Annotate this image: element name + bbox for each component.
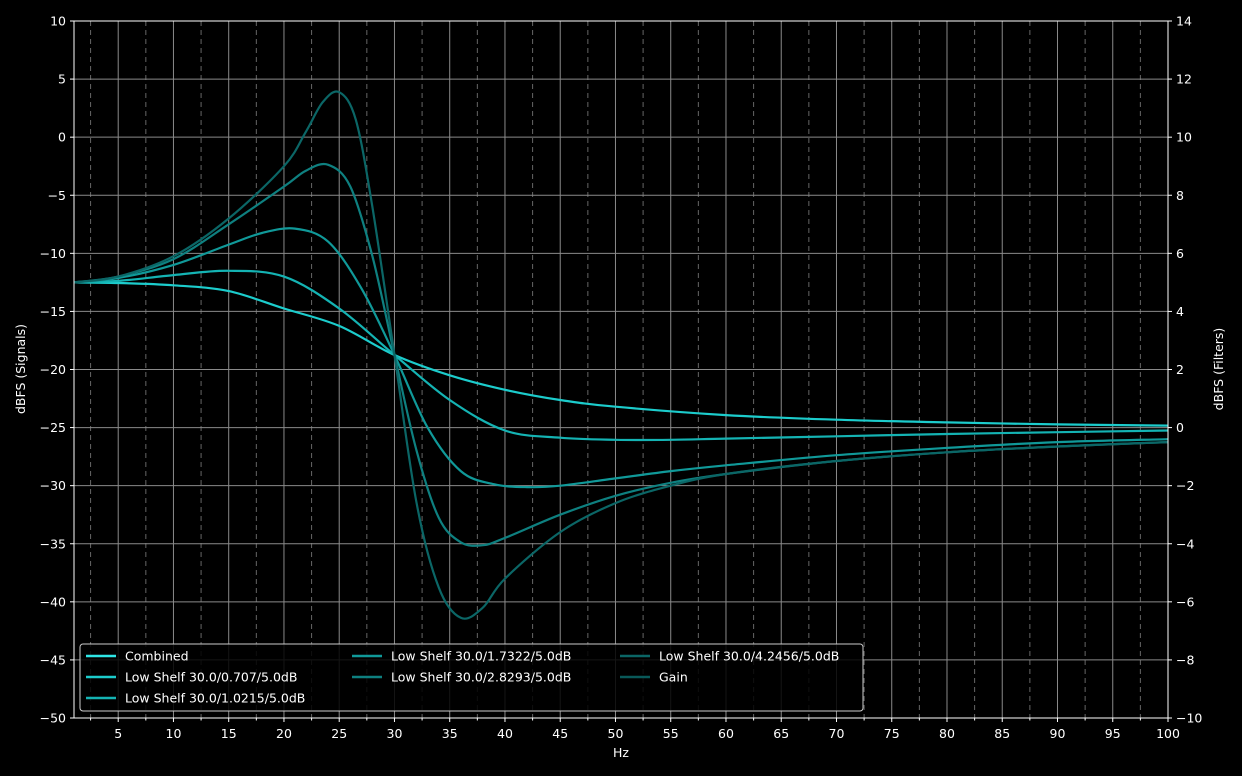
- x-tick-label: 95: [1105, 726, 1121, 741]
- y-right-tick-label: 14: [1176, 14, 1192, 29]
- series-line: [73, 281, 1169, 427]
- y-right-tick-label: 8: [1176, 188, 1184, 203]
- y-left-tick-label: 5: [58, 72, 66, 87]
- x-tick-label: 20: [276, 726, 292, 741]
- y-right-tick-label: 6: [1176, 246, 1184, 261]
- y-left-tick-label: −30: [40, 478, 66, 493]
- y-left-tick-label: −5: [48, 188, 66, 203]
- y-right-tick-label: 10: [1176, 130, 1192, 145]
- x-tick-label: 10: [166, 726, 182, 741]
- x-axis-label: Hz: [613, 745, 629, 760]
- x-axis: 5 10 15 20 25 30 35 40 45 50 55 60 65 70 75 80 85 90 95 100: [90, 718, 1180, 741]
- y-left-tick-label: −20: [40, 362, 66, 377]
- y-right-tick-label: −10: [1176, 711, 1202, 726]
- x-tick-label: 50: [608, 726, 624, 741]
- y-right-tick-label: 2: [1176, 362, 1184, 377]
- y-left-tick-label: −15: [40, 304, 66, 319]
- y-axis-right: 14 12 10 8 6 4 2 0 −2 −4 −6 −8 −10: [1168, 14, 1202, 726]
- x-tick-label: 35: [442, 726, 458, 741]
- x-tick-label: 75: [884, 726, 900, 741]
- y-axis-left-label: dBFS (Signals): [13, 324, 28, 414]
- legend-label: Low Shelf 30.0/0.707/5.0dB: [125, 670, 297, 685]
- y-left-tick-label: −10: [40, 246, 66, 261]
- y-axis-left: 10 5 0 −5 −10 −15 −20 −25 −30 −35 −40 −45 −50: [40, 14, 74, 726]
- y-right-tick-label: 0: [1176, 420, 1184, 435]
- x-tick-label: 100: [1156, 726, 1180, 741]
- series-line: [73, 90, 1169, 620]
- y-right-tick-label: −4: [1176, 536, 1194, 551]
- x-tick-label: 25: [331, 726, 347, 741]
- y-left-tick-label: −45: [40, 652, 66, 667]
- x-tick-label: 30: [387, 726, 403, 741]
- legend-label: Gain: [659, 670, 688, 685]
- y-left-tick-label: −40: [40, 594, 66, 609]
- legend-label: Low Shelf 30.0/4.2456/5.0dB: [659, 649, 839, 664]
- x-tick-label: 85: [994, 726, 1010, 741]
- x-tick-label: 55: [663, 726, 679, 741]
- x-tick-label: 65: [773, 726, 789, 741]
- y-right-tick-label: −6: [1176, 594, 1194, 609]
- series-line: [73, 227, 1169, 489]
- x-tick-label: 70: [829, 726, 845, 741]
- legend-label: Low Shelf 30.0/2.8293/5.0dB: [391, 670, 571, 685]
- x-tick-label: 45: [552, 726, 568, 741]
- legend-label: Low Shelf 30.0/1.0215/5.0dB: [125, 691, 305, 706]
- legend-label: Combined: [125, 649, 189, 664]
- x-tick-label: 80: [939, 726, 955, 741]
- x-tick-label: 40: [497, 726, 513, 741]
- y-right-tick-label: 12: [1176, 72, 1192, 87]
- x-tick-label: 60: [718, 726, 734, 741]
- y-right-tick-label: 4: [1176, 304, 1184, 319]
- x-tick-label: 15: [221, 726, 237, 741]
- series-line: [73, 269, 1169, 442]
- x-tick-label: 5: [114, 726, 122, 741]
- legend-label: Low Shelf 30.0/1.7322/5.0dB: [391, 649, 571, 664]
- y-left-tick-label: −25: [40, 420, 66, 435]
- y-axis-right-label: dBFS (Filters): [1211, 328, 1226, 411]
- y-left-tick-label: 0: [58, 130, 66, 145]
- legend: Combined Low Shelf 30.0/0.707/5.0dB Low Sh…: [79, 643, 864, 712]
- series-layer: [73, 90, 1169, 620]
- y-left-tick-label: −35: [40, 536, 66, 551]
- y-right-tick-label: −2: [1176, 478, 1194, 493]
- legend-box: [79, 643, 864, 712]
- y-right-tick-label: −8: [1176, 652, 1194, 667]
- x-tick-label: 90: [1050, 726, 1066, 741]
- y-left-tick-label: 10: [50, 14, 66, 29]
- y-left-tick-label: −50: [40, 711, 66, 726]
